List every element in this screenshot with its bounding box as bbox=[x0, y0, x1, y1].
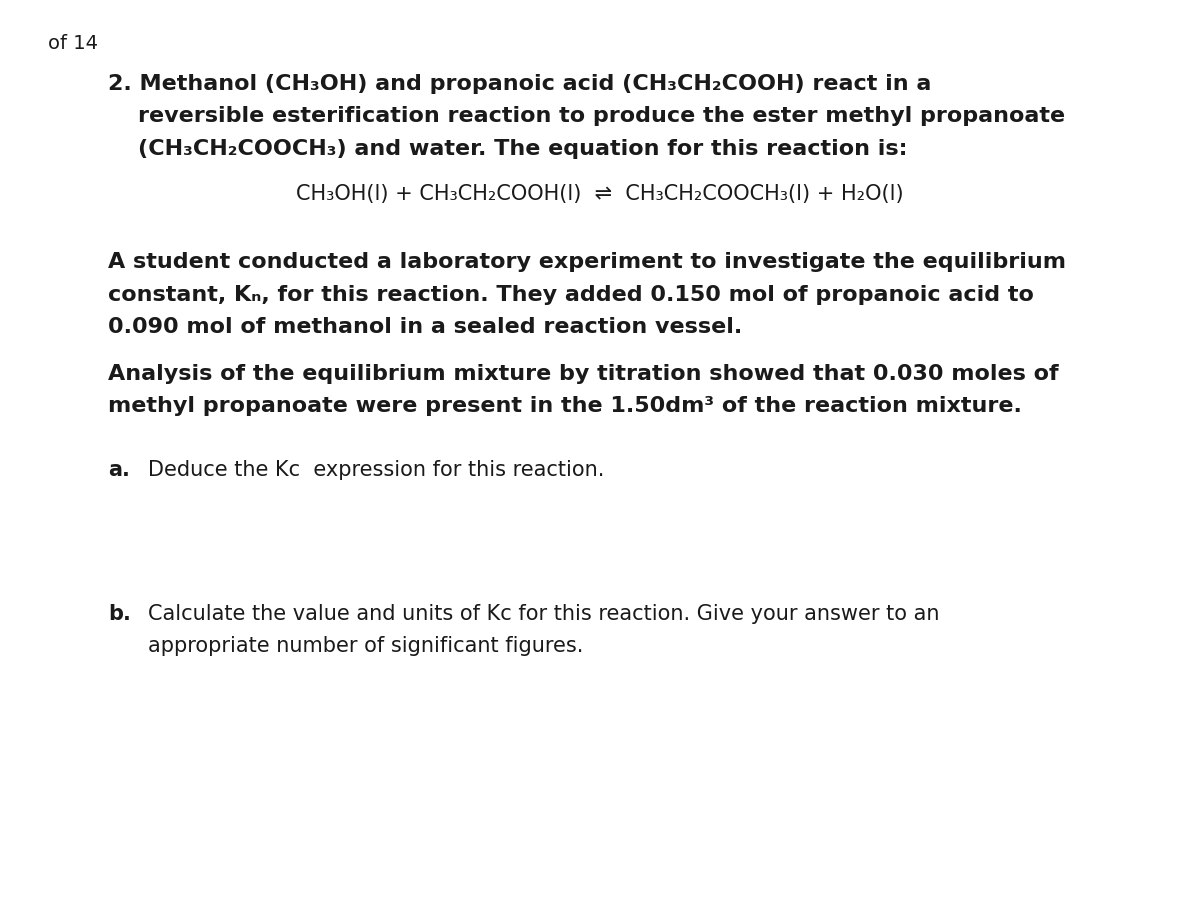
Text: appropriate number of significant figures.: appropriate number of significant figure… bbox=[148, 636, 583, 656]
Text: constant, Kₙ, for this reaction. They added 0.150 mol of propanoic acid to: constant, Kₙ, for this reaction. They ad… bbox=[108, 285, 1034, 305]
Text: of 14: of 14 bbox=[48, 34, 98, 53]
Text: Calculate the value and units of Kc for this reaction. Give your answer to an: Calculate the value and units of Kc for … bbox=[148, 604, 940, 623]
Text: 2. Methanol (CH₃OH) and propanoic acid (CH₃CH₂COOH) react in a: 2. Methanol (CH₃OH) and propanoic acid (… bbox=[108, 74, 931, 94]
Text: 0.090 mol of methanol in a sealed reaction vessel.: 0.090 mol of methanol in a sealed reacti… bbox=[108, 317, 743, 337]
Text: methyl propanoate were present in the 1.50dm³ of the reaction mixture.: methyl propanoate were present in the 1.… bbox=[108, 396, 1022, 416]
Text: reversible esterification reaction to produce the ester methyl propanoate: reversible esterification reaction to pr… bbox=[138, 106, 1066, 126]
Text: Deduce the Kc  expression for this reaction.: Deduce the Kc expression for this reacti… bbox=[148, 460, 604, 479]
Text: A student conducted a laboratory experiment to investigate the equilibrium: A student conducted a laboratory experim… bbox=[108, 252, 1066, 272]
Text: a.: a. bbox=[108, 460, 130, 479]
Text: b.: b. bbox=[108, 604, 131, 623]
Text: Analysis of the equilibrium mixture by titration showed that 0.030 moles of: Analysis of the equilibrium mixture by t… bbox=[108, 364, 1058, 384]
Text: CH₃OH(l) + CH₃CH₂COOH(l)  ⇌  CH₃CH₂COOCH₃(l) + H₂O(l): CH₃OH(l) + CH₃CH₂COOH(l) ⇌ CH₃CH₂COOCH₃(… bbox=[296, 184, 904, 204]
Text: (CH₃CH₂COOCH₃) and water. The equation for this reaction is:: (CH₃CH₂COOCH₃) and water. The equation f… bbox=[138, 139, 907, 159]
